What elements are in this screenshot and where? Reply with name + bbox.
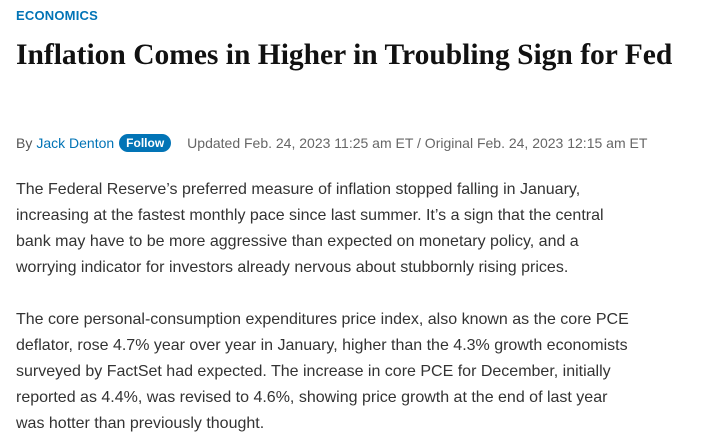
paragraph-line: increasing at the fastest monthly pace s… <box>16 207 604 224</box>
timestamp: Updated Feb. 24, 2023 11:25 am ET / Orig… <box>187 135 648 151</box>
paragraph: The core personal-consumption expenditur… <box>16 307 629 437</box>
paragraph: The Federal Reserve’s preferred measure … <box>16 177 604 281</box>
byline-by: By <box>16 135 33 151</box>
section-label[interactable]: ECONOMICS <box>16 8 98 23</box>
paragraph-line: was hotter than previously thought. <box>16 415 265 432</box>
paragraph-line: deflator, rose 4.7% year over year in Ja… <box>16 337 628 354</box>
paragraph-line: worrying indicator for investors already… <box>16 259 569 276</box>
paragraph-line: The Federal Reserve’s preferred measure … <box>16 181 581 198</box>
headline: Inflation Comes in Higher in Troubling S… <box>16 39 673 71</box>
author-link[interactable]: Jack Denton <box>36 135 115 151</box>
paragraph-line: surveyed by FactSet had expected. The in… <box>16 363 611 380</box>
paragraph-line: bank may have to be more aggressive than… <box>16 233 579 250</box>
paragraph-line: reported as 4.4%, was revised to 4.6%, s… <box>16 389 608 406</box>
paragraph-line: The core personal-consumption expenditur… <box>16 311 629 328</box>
byline: By Jack Denton Follow Updated Feb. 24, 2… <box>16 134 647 152</box>
follow-button[interactable]: Follow <box>119 134 172 152</box>
